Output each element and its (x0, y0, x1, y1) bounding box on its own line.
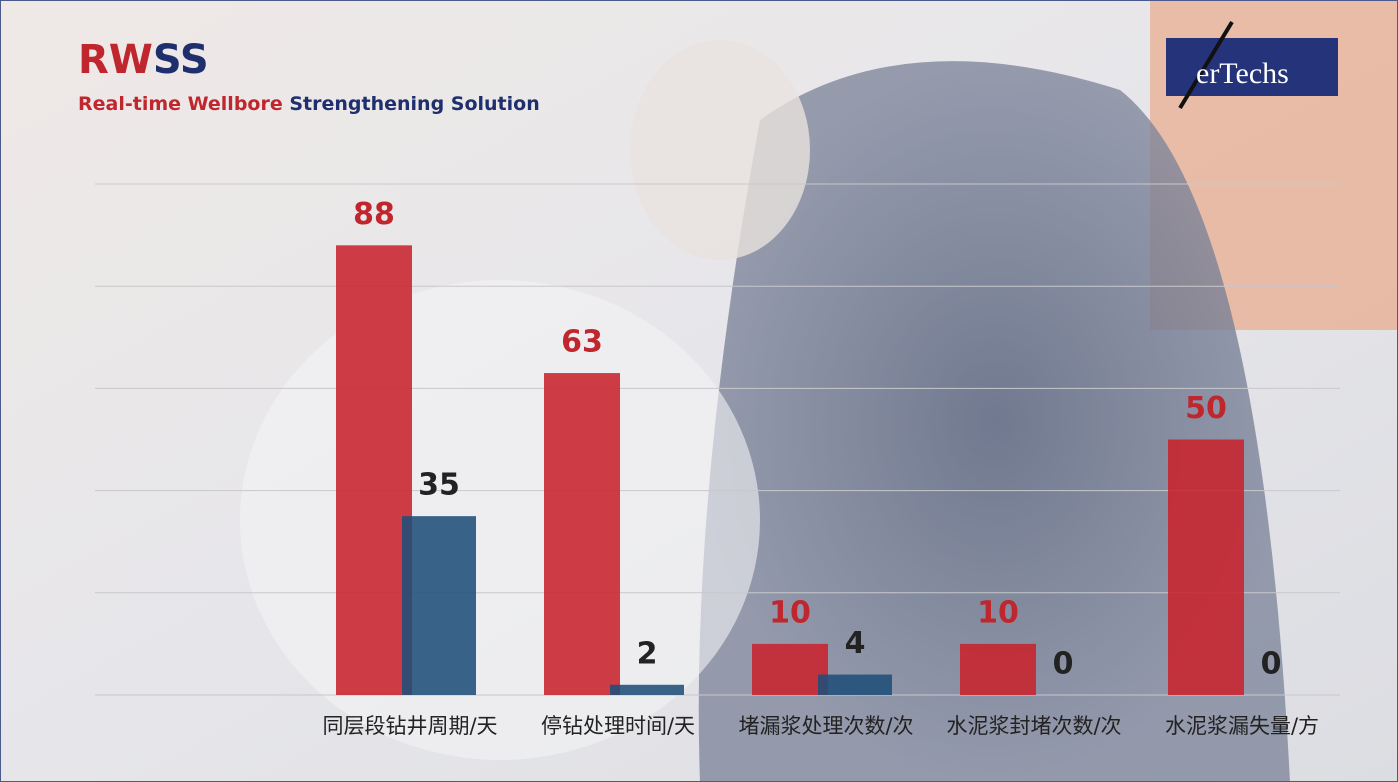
bar (960, 643, 1036, 695)
title-part: RW (78, 37, 153, 83)
bar (1168, 439, 1244, 695)
value-label: 10 (977, 595, 1019, 630)
logo-text: erTechs (1196, 57, 1289, 90)
x-tick-label: 水泥浆封堵次数/次 (946, 714, 1121, 738)
bar (402, 516, 476, 695)
chart-title: RWSS (78, 37, 209, 83)
value-label: 63 (561, 325, 603, 360)
x-tick-label: 停钻处理时间/天 (541, 714, 695, 738)
bar (610, 684, 684, 695)
value-label: 2 (637, 636, 658, 671)
subtitle-part: Real-time Wellbore (78, 93, 283, 115)
logo-slash (1178, 20, 1234, 110)
bar (752, 643, 828, 695)
value-label: 50 (1185, 391, 1227, 426)
background-head (630, 40, 810, 260)
bar (544, 373, 620, 695)
subtitle-part: Strengthening Solution (289, 93, 539, 115)
bar (818, 674, 892, 695)
x-tick-label: 水泥浆漏失量/方 (1165, 714, 1319, 738)
chart-subtitle: Real-time Wellbore Strengthening Solutio… (78, 93, 540, 115)
value-label: 35 (418, 468, 460, 503)
value-label: 10 (769, 595, 811, 630)
x-tick-label: 堵漏浆处理次数/次 (738, 714, 913, 738)
background-figure (698, 61, 1290, 782)
value-label: 0 (1261, 647, 1282, 682)
title-part: SS (153, 37, 209, 83)
bar (336, 245, 412, 695)
value-label: 0 (1053, 647, 1074, 682)
x-tick-label: 同层段钻井周期/天 (322, 714, 497, 738)
value-label: 4 (845, 626, 866, 661)
value-label: 88 (353, 197, 395, 232)
